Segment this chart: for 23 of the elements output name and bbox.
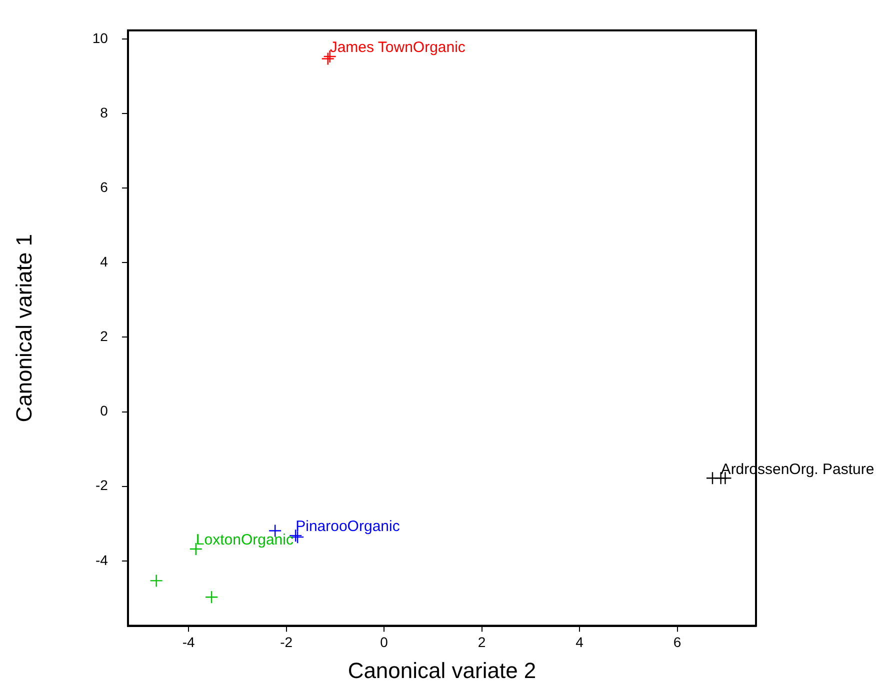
series-label: James TownOrganic [330,39,466,56]
y-tick-label: 6 [100,178,108,195]
y-tick-label: 10 [92,30,108,46]
x-tick-label: 2 [478,634,486,650]
y-tick-label: 0 [100,402,108,419]
x-tick-label: -4 [182,634,196,650]
y-tick-label: 2 [100,328,108,344]
point [321,52,334,66]
y-axis-title: Canonical variate 1 [11,234,36,422]
y-tick-label: -4 [96,552,108,568]
point [150,574,163,588]
point [706,472,720,485]
y-tick-label: -2 [96,477,108,494]
x-axis-title: Canonical variate 2 [348,658,536,683]
x-tick-label: 0 [380,634,388,650]
point [204,590,218,604]
x-tick-label: -2 [280,634,293,650]
x-tick-label: 4 [576,634,584,650]
y-tick-label: 8 [100,104,108,120]
series-label: LoxtonOrganic [196,532,294,549]
x-tick-label: 6 [673,634,682,650]
y-tick-label: 4 [100,254,108,270]
series-label: PinarooOrganic [296,518,400,536]
